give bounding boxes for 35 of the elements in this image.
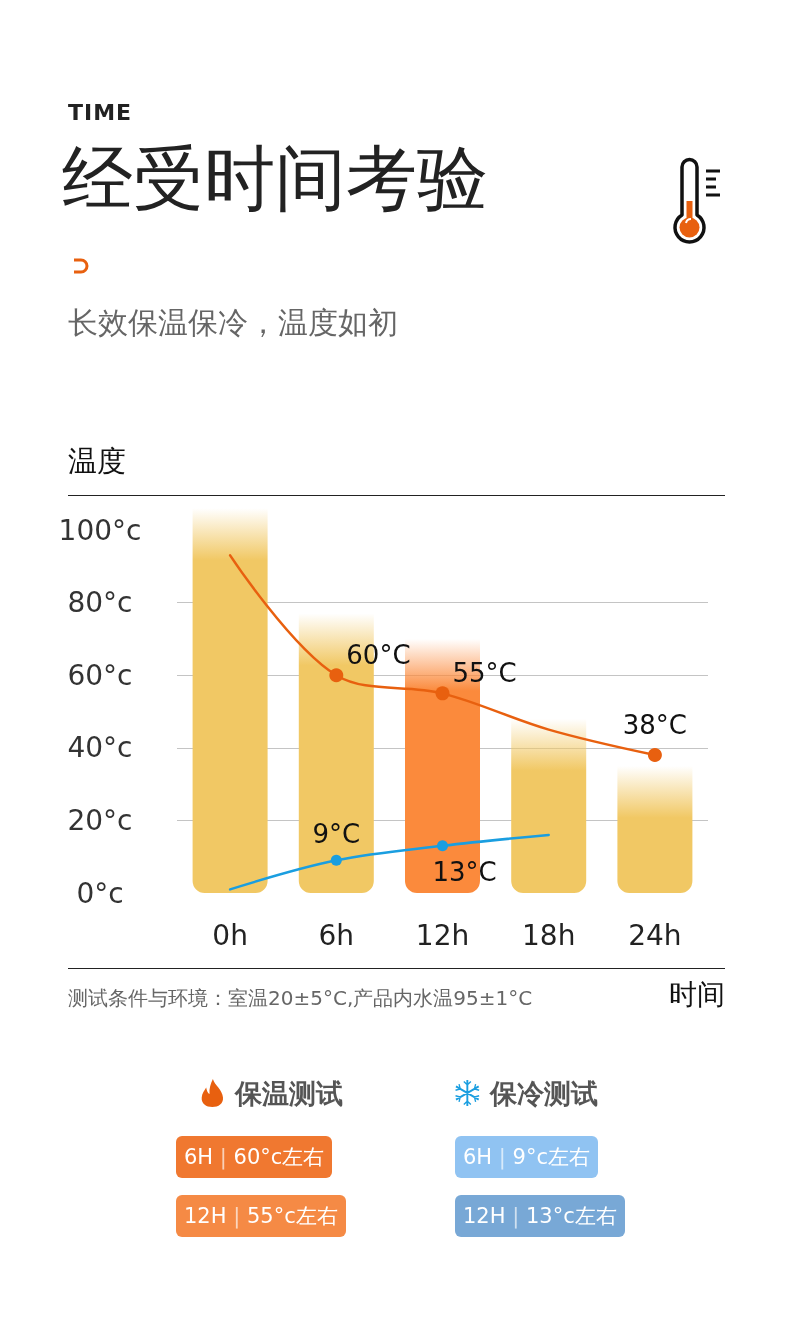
x-axis-title: 时间	[669, 978, 725, 1012]
legend-label: 保温测试	[234, 1077, 344, 1109]
data-label: 55°C	[452, 658, 517, 689]
text: 12H | 13°c左右	[455, 1195, 625, 1237]
text: TIME	[68, 100, 133, 126]
data-label: 38°C	[622, 710, 688, 741]
text: 测试条件与环境：室温20±5°C,产品内水温95±1°C	[68, 986, 533, 1010]
point	[647, 748, 662, 763]
y-axis-title: 温度	[68, 444, 126, 479]
y-tick-label: 100°c	[58, 513, 142, 547]
y-tick-label: 40°c	[67, 731, 133, 765]
bar	[617, 765, 693, 893]
text: 6H | 60°c左右	[176, 1136, 333, 1178]
legend-label: 保冷测试	[489, 1077, 599, 1109]
bar	[192, 508, 268, 893]
y-tick-label: 60°c	[67, 658, 133, 692]
y-tick-label: 80°c	[67, 586, 133, 620]
y-tick-label: 0°c	[76, 876, 124, 910]
point	[437, 840, 448, 852]
chart-subtitle: 长效保温保冷，温度如初	[68, 305, 398, 341]
x-tick-label: 18h	[522, 918, 576, 952]
data-label: 60°C	[346, 640, 411, 671]
x-tick-label: 6h	[318, 918, 355, 952]
x-tick-label: 24h	[628, 918, 682, 952]
x-tick-label: 12h	[415, 918, 470, 952]
point	[330, 854, 342, 866]
chart-title: 经受时间考验	[62, 137, 488, 220]
point	[435, 686, 450, 701]
bar	[511, 718, 587, 893]
x-tick-label: 0h	[212, 918, 248, 952]
point	[329, 668, 344, 683]
data-label: 9°C	[312, 818, 361, 849]
text: 12H | 55°c左右	[176, 1195, 346, 1237]
text: 6H | 9°c左右	[455, 1136, 598, 1178]
y-tick-label: 20°c	[67, 803, 133, 837]
